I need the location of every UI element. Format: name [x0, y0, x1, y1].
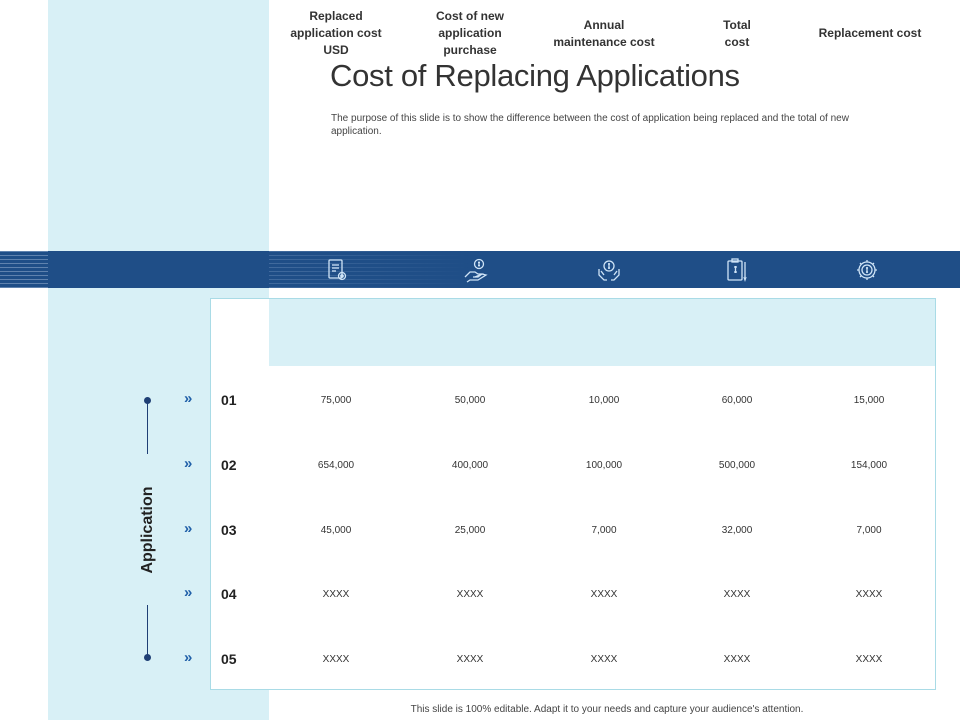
table-cell: 32,000 [721, 525, 753, 536]
column-header-label: Annual maintenance cost [553, 17, 655, 49]
column-header: Total cost [682, 0, 792, 67]
hands-money-icon [596, 257, 622, 283]
table-cell: XXXX [855, 654, 883, 665]
table-cell: 10,000 [588, 395, 620, 406]
timeline-dot-top [144, 397, 151, 404]
timeline-line-bottom [147, 605, 148, 657]
row-number: 02 [221, 457, 237, 473]
table-cell: XXXX [322, 654, 350, 665]
column-header-label: Cost of new application purchase [436, 9, 504, 57]
column-header-label: Replacement cost [818, 26, 922, 40]
chevron-right-icon: » [184, 584, 193, 601]
table-cell: XXXX [322, 589, 350, 600]
application-label: Application [139, 486, 156, 574]
gear-dollar-icon [854, 257, 880, 283]
table-cell: 7,000 [591, 525, 617, 536]
slide-title: Cost of Replacing Applications [330, 58, 740, 93]
column-header: Replaced application cost USD [281, 0, 391, 67]
row-number: 05 [221, 651, 237, 667]
table-cell: 7,000 [856, 525, 882, 536]
band-stripes [0, 251, 48, 288]
table-cell: 75,000 [320, 395, 352, 406]
table-cell: XXXX [855, 589, 883, 600]
table-cell: 154,000 [850, 460, 888, 471]
chevron-right-icon: » [184, 520, 193, 537]
column-header: Cost of new application purchase [415, 0, 525, 67]
hand-coin-icon [463, 257, 489, 283]
table-cell: 400,000 [451, 460, 489, 471]
chevron-right-icon: » [184, 390, 193, 407]
table-cell: XXXX [723, 589, 751, 600]
slide-subtitle: The purpose of this slide is to show the… [331, 113, 849, 137]
timeline-dot-bottom [144, 654, 151, 661]
table-cell: XXXX [456, 654, 484, 665]
row-number: 04 [221, 586, 237, 602]
row-number: 03 [221, 522, 237, 538]
table-header-row [269, 299, 935, 366]
table-cell: XXXX [723, 654, 751, 665]
table-cell: 25,000 [454, 525, 486, 536]
row-number: 01 [221, 392, 237, 408]
clipboard-dollar-icon [724, 257, 750, 283]
table-cell: XXXX [590, 654, 618, 665]
chevron-right-icon: » [184, 455, 193, 472]
table-cell: XXXX [590, 589, 618, 600]
table-cell: 500,000 [718, 460, 756, 471]
column-header: Annual maintenance cost [539, 0, 669, 67]
table-cell: XXXX [456, 589, 484, 600]
table-cell: 45,000 [320, 525, 352, 536]
chevron-right-icon: » [184, 649, 193, 666]
timeline-line-top [147, 401, 148, 454]
document-gear-icon [324, 257, 350, 283]
footer-note: This slide is 100% editable. Adapt it to… [410, 704, 804, 715]
table-cell: 50,000 [454, 395, 486, 406]
band-stripes-fade [269, 251, 469, 288]
column-header: Replacement cost [806, 0, 934, 67]
table-cell: 15,000 [853, 395, 885, 406]
column-header-label: Replaced application cost USD [290, 9, 382, 57]
table-cell: 60,000 [721, 395, 753, 406]
column-header-label: Total cost [723, 17, 751, 49]
table-cell: 654,000 [317, 460, 355, 471]
icon-band [0, 251, 960, 288]
table-cell: 100,000 [585, 460, 623, 471]
